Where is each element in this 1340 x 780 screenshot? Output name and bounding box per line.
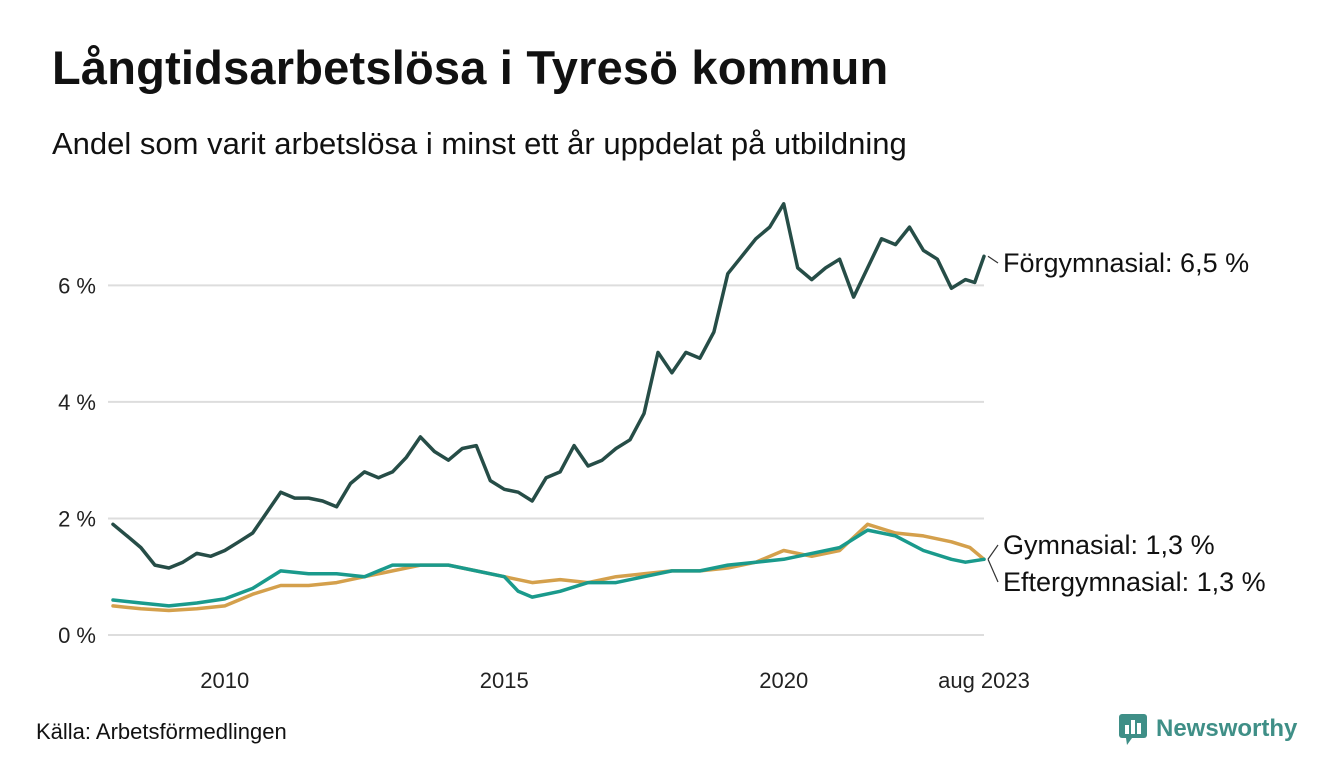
source-note: Källa: Arbetsförmedlingen xyxy=(36,719,287,744)
newsworthy-logo-icon xyxy=(1119,714,1147,745)
y-tick-label: 0 % xyxy=(58,623,96,648)
end-label-gymnasial: Gymnasial: 1,3 % xyxy=(1003,530,1215,560)
y-tick-label: 2 % xyxy=(58,506,96,531)
series-line-eftergymnasial xyxy=(111,522,986,613)
end-label-leader xyxy=(987,544,999,560)
x-tick-label: 2020 xyxy=(759,668,808,693)
y-tick-label: 6 % xyxy=(58,273,96,298)
series-line-förgymnasial xyxy=(111,202,986,570)
end-label-förgymnasial: Förgymnasial: 6,5 % xyxy=(1003,248,1249,278)
x-tick-label: 2010 xyxy=(200,668,249,693)
end-label-leader xyxy=(987,559,999,583)
series-line-gymnasial xyxy=(111,528,986,608)
x-tick-label: aug 2023 xyxy=(938,668,1030,693)
brand-logo[interactable]: Newsworthy xyxy=(1118,712,1297,746)
chart-subtitle: Andel som varit arbetslösa i minst ett å… xyxy=(52,126,907,161)
x-tick-label: 2015 xyxy=(480,668,529,693)
y-tick-label: 4 % xyxy=(58,390,96,415)
end-label-eftergymnasial: Eftergymnasial: 1,3 % xyxy=(1003,567,1266,597)
brand-name: Newsworthy xyxy=(1156,715,1298,742)
chart-title: Långtidsarbetslösa i Tyresö kommun xyxy=(52,41,889,94)
end-label-leader xyxy=(987,255,999,264)
